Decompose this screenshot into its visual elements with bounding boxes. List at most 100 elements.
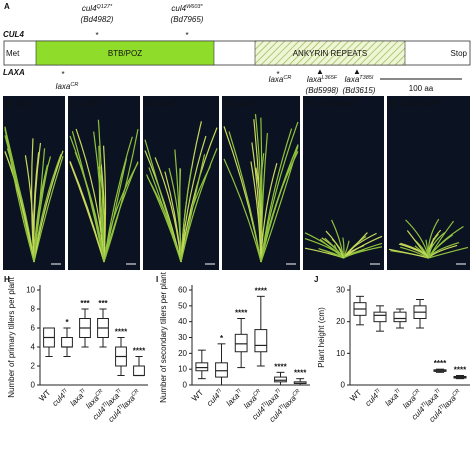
- allele-name: laxaL365F: [307, 75, 338, 84]
- x-tick-label: cul4Tl: [205, 388, 226, 409]
- plant-leaf: [400, 246, 429, 259]
- plant-leaf: [427, 220, 455, 259]
- panel-letter: H: [4, 275, 10, 284]
- genotype-label-part: Tl: [332, 99, 337, 105]
- x-tick-label: WT: [190, 388, 205, 403]
- genotype-label: cul4TllaxaTl: [317, 99, 356, 108]
- genotype-label-part: Tl: [172, 99, 177, 105]
- plant-leaf: [4, 126, 35, 263]
- panel-letter: D: [146, 99, 152, 108]
- domain: [254, 40, 406, 66]
- x-tick-label-part: CR: [252, 388, 262, 398]
- allele-line: (Bd3615): [343, 86, 376, 95]
- y-tick-label: 20: [178, 349, 187, 358]
- allele-name-part: cul4: [82, 4, 97, 13]
- panel-letter: C: [71, 99, 77, 108]
- plant-leaf: [427, 218, 440, 259]
- allele-name-part: CR: [283, 75, 291, 81]
- plant-leaf: [304, 232, 344, 259]
- allele-name-part: Q127*: [97, 4, 113, 10]
- x-tick-label-part: Tl: [79, 388, 87, 396]
- allele-name-part: laxa: [269, 75, 284, 84]
- y-axis-label: Number of primary tillers per plant: [7, 276, 16, 397]
- x-tick-label-part: Tl: [374, 388, 382, 396]
- plant-leaf: [180, 148, 218, 263]
- plant-leaf: [343, 246, 383, 259]
- x-tick-label-part: Tl: [274, 388, 282, 396]
- significance: ****: [133, 347, 146, 356]
- plant-leaf: [103, 158, 128, 263]
- plant-leaf: [250, 161, 262, 263]
- plant-leaf: [260, 144, 299, 263]
- x-tick-label-part: CR: [94, 388, 104, 398]
- y-tick-label: 2: [31, 362, 36, 371]
- photo-panel: B WT: [3, 96, 65, 270]
- x-tick-label-part: CR: [411, 388, 421, 398]
- allele-line: (Bd5998): [306, 86, 339, 95]
- allele-name: laxaCR: [269, 75, 292, 84]
- y-tick-label: 40: [178, 317, 187, 326]
- x-tick-label: cul4Tl: [50, 388, 71, 409]
- panel-letter: G: [390, 99, 396, 108]
- genotype-label-part: CR: [251, 99, 259, 105]
- genotype-label: cul4TllaxaCR: [401, 99, 443, 108]
- plant-leaf: [180, 135, 207, 263]
- plant-leaf: [428, 246, 469, 259]
- plant-leaf: [75, 128, 105, 263]
- x-tick-label-part: CR: [292, 388, 302, 398]
- end-label: Stop: [451, 49, 468, 58]
- plant-leaf: [228, 131, 262, 263]
- plant-leaf: [180, 127, 218, 263]
- x-tick-label-part: Tl: [101, 401, 109, 409]
- plant-leaf: [33, 156, 64, 263]
- domain: [35, 40, 215, 66]
- allele-name-part: laxa: [56, 82, 71, 91]
- genotype-label: cul4Tl: [82, 99, 102, 108]
- y-tick-label: 30: [178, 333, 187, 342]
- plant-leaf: [174, 149, 182, 263]
- panel-letter: B: [6, 99, 12, 108]
- genotype-label-part: cul4: [401, 99, 416, 108]
- plant-leaf: [69, 160, 105, 263]
- panel-letter: F: [306, 99, 311, 108]
- allele-mark: *: [185, 31, 188, 40]
- x-tick-label-part: WT: [190, 388, 205, 403]
- box: [393, 311, 407, 323]
- box: [61, 337, 73, 348]
- box: [195, 362, 209, 372]
- box: [373, 311, 387, 323]
- x-tick-label-part: Tl: [278, 404, 286, 412]
- y-axis-label: Plant height (cm): [317, 307, 326, 368]
- panel-letter: A: [4, 2, 10, 11]
- genotype-label-part: laxa: [420, 99, 435, 108]
- box: [215, 362, 228, 378]
- box: [234, 333, 248, 353]
- x-tick-label-part: Tl: [215, 388, 223, 396]
- x-tick-label: cul4Tl: [363, 388, 384, 409]
- significance: ****: [294, 369, 307, 378]
- genotype-label: laxaTl: [157, 99, 177, 108]
- allele-name-part: T385I: [359, 75, 374, 81]
- genotype-label-part: cul4: [317, 99, 332, 108]
- y-tick-label: 10: [178, 365, 187, 374]
- domain-label: BTB/POZ: [108, 49, 142, 58]
- genotype-label-part: laxa: [157, 99, 172, 108]
- y-tick-label: 60: [178, 286, 187, 295]
- plant-leaf: [100, 164, 106, 263]
- box: [133, 365, 145, 376]
- plant-leaf: [406, 230, 429, 259]
- genotype-label-part: cul4: [82, 99, 97, 108]
- box: [274, 376, 287, 383]
- allele-name-part: L365F: [322, 75, 338, 81]
- plant-leaf: [33, 164, 49, 263]
- significance: *: [65, 318, 69, 327]
- plant-leaf: [4, 151, 35, 263]
- scale-label: 100 aa: [409, 84, 434, 93]
- plant-leaf: [325, 230, 345, 259]
- y-tick-label: 4: [31, 343, 36, 352]
